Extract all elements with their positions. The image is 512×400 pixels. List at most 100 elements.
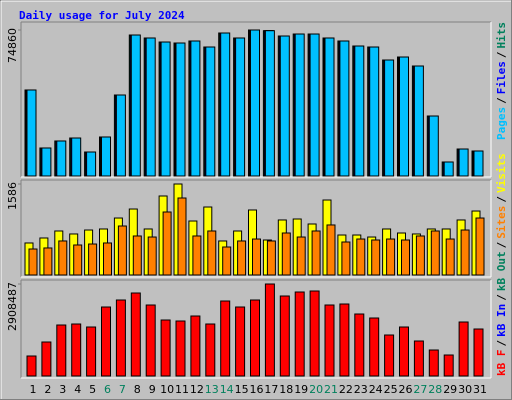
bar	[160, 319, 171, 377]
bar	[235, 37, 246, 177]
x-tick-label: 5	[89, 383, 96, 396]
bar	[413, 65, 424, 177]
y-tick-label: 74860	[6, 28, 19, 63]
bar	[86, 326, 97, 377]
bar	[145, 37, 156, 177]
x-tick-label: 4	[74, 383, 81, 396]
bar	[473, 150, 484, 177]
x-tick-label: 28	[428, 383, 442, 396]
bar	[130, 34, 141, 177]
bar	[162, 211, 172, 276]
bar	[41, 147, 52, 177]
bar	[339, 40, 350, 177]
bar	[428, 349, 439, 377]
x-tick-label: 10	[160, 383, 174, 396]
bar	[428, 115, 439, 177]
bar	[190, 315, 201, 377]
x-tick-label: 3	[59, 383, 66, 396]
bar	[43, 247, 53, 276]
legend-separator: /	[495, 241, 508, 248]
bar	[205, 323, 216, 377]
x-tick-label: 22	[339, 383, 353, 396]
bar	[175, 42, 186, 177]
bar	[266, 240, 276, 276]
bar	[384, 59, 395, 177]
bar	[71, 323, 82, 377]
bar	[58, 240, 68, 276]
bar	[460, 229, 470, 276]
bar	[117, 225, 127, 276]
x-tick-label: 19	[294, 383, 308, 396]
bar	[41, 341, 52, 377]
x-tick-label: 7	[119, 383, 126, 396]
bar	[458, 148, 469, 177]
bar	[354, 313, 365, 377]
x-tick-label: 24	[369, 383, 383, 396]
bar	[237, 240, 247, 276]
legend-entry: Sites	[495, 206, 508, 239]
legend-separator: /	[495, 97, 508, 104]
bar	[354, 45, 365, 177]
legend: kB F / kB In / kB Out / Sites / Visits	[495, 153, 508, 376]
bar	[369, 317, 380, 377]
bar	[26, 355, 37, 377]
bar	[192, 235, 202, 276]
x-tick-label: 18	[279, 383, 293, 396]
bar	[413, 340, 424, 377]
bar	[296, 236, 306, 276]
bar	[252, 238, 261, 276]
bar	[430, 230, 440, 276]
x-tick-label: 25	[384, 383, 398, 396]
bar	[415, 235, 425, 276]
bar	[250, 299, 260, 377]
x-tick-label: 29	[443, 383, 457, 396]
bar	[207, 230, 217, 276]
legend-separator: /	[495, 340, 508, 347]
bar	[473, 328, 484, 377]
y-tick-label: 2908487	[6, 282, 19, 331]
x-tick-label: 12	[190, 383, 204, 396]
bar	[309, 290, 320, 377]
bar	[341, 241, 351, 276]
bar	[443, 354, 454, 377]
bar	[279, 295, 290, 377]
x-tick-label: 13	[205, 383, 219, 396]
bar	[220, 32, 231, 177]
legend-entry: Visits	[495, 153, 508, 193]
bar	[147, 236, 157, 276]
bar	[73, 244, 83, 276]
bar	[160, 41, 171, 177]
legend-entry: kB F	[495, 350, 508, 377]
x-tick-label: 16	[250, 383, 264, 396]
bar	[56, 140, 67, 177]
bar	[88, 243, 98, 276]
bar	[132, 235, 142, 276]
bar	[264, 283, 275, 377]
x-tick-label: 14	[220, 383, 234, 396]
x-tick-label: 30	[458, 383, 472, 396]
bar	[101, 136, 111, 177]
bar	[294, 291, 305, 377]
bar	[384, 334, 395, 377]
bar	[371, 239, 381, 276]
bar	[103, 242, 112, 276]
bar	[28, 248, 38, 276]
bar	[401, 239, 410, 276]
legend-entry: Hits	[495, 22, 508, 49]
bar	[311, 230, 321, 276]
x-tick-label: 6	[104, 383, 111, 396]
legend-separator: /	[495, 196, 508, 203]
bar	[175, 320, 186, 377]
x-tick-label: 1	[30, 383, 37, 396]
bar	[324, 304, 335, 377]
x-tick-label: 21	[324, 383, 338, 396]
bar	[101, 306, 111, 377]
bar	[222, 246, 232, 276]
x-tick-label: 9	[149, 383, 156, 396]
bar	[386, 238, 396, 276]
x-tick-label: 26	[399, 383, 413, 396]
chart-title: Daily usage for July 2024	[19, 9, 185, 22]
bar	[115, 299, 126, 377]
bar	[145, 304, 156, 377]
bar	[475, 217, 485, 276]
